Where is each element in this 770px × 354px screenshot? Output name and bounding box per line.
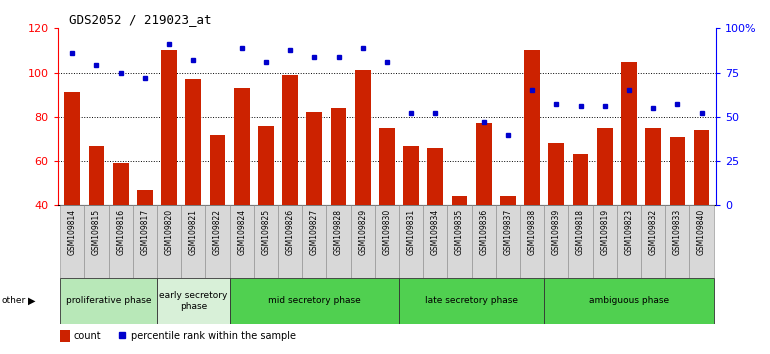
Bar: [302, 205, 326, 278]
Bar: [597, 128, 613, 205]
Bar: [424, 205, 447, 278]
Bar: [665, 205, 689, 278]
Bar: [573, 154, 588, 205]
Text: GSM109839: GSM109839: [552, 209, 561, 255]
Bar: [447, 205, 472, 278]
Bar: [476, 124, 491, 205]
Bar: [641, 205, 665, 278]
Text: GSM109823: GSM109823: [624, 209, 634, 255]
Text: late secretory phase: late secretory phase: [425, 296, 518, 306]
Text: GSM109824: GSM109824: [237, 209, 246, 255]
Bar: [60, 278, 157, 324]
Text: GSM109835: GSM109835: [455, 209, 464, 255]
Text: GSM109828: GSM109828: [334, 209, 343, 255]
Bar: [113, 163, 129, 205]
Text: GSM109819: GSM109819: [601, 209, 609, 255]
Bar: [524, 51, 540, 205]
Text: GSM109826: GSM109826: [286, 209, 295, 255]
Text: percentile rank within the sample: percentile rank within the sample: [130, 331, 296, 341]
Bar: [229, 278, 399, 324]
Text: GSM109834: GSM109834: [431, 209, 440, 255]
Text: GSM109815: GSM109815: [92, 209, 101, 255]
Bar: [283, 75, 298, 205]
Bar: [157, 278, 229, 324]
Bar: [399, 205, 424, 278]
Text: GSM109816: GSM109816: [116, 209, 126, 255]
Bar: [694, 130, 709, 205]
Bar: [60, 330, 70, 342]
Text: GDS2052 / 219023_at: GDS2052 / 219023_at: [69, 13, 212, 26]
Text: GSM109817: GSM109817: [140, 209, 149, 255]
Bar: [234, 88, 249, 205]
Bar: [669, 137, 685, 205]
Bar: [85, 205, 109, 278]
Bar: [60, 205, 85, 278]
Text: GSM109840: GSM109840: [697, 209, 706, 255]
Text: GSM109830: GSM109830: [383, 209, 391, 255]
Bar: [355, 70, 370, 205]
Bar: [330, 108, 346, 205]
Text: proliferative phase: proliferative phase: [65, 296, 152, 306]
Bar: [229, 205, 254, 278]
Bar: [617, 205, 641, 278]
Text: GSM109831: GSM109831: [407, 209, 416, 255]
Bar: [593, 205, 617, 278]
Bar: [326, 205, 350, 278]
Bar: [157, 205, 181, 278]
Text: GSM109821: GSM109821: [189, 209, 198, 255]
Bar: [548, 143, 564, 205]
Text: GSM109832: GSM109832: [648, 209, 658, 255]
Bar: [109, 205, 132, 278]
Text: GSM109820: GSM109820: [165, 209, 173, 255]
Bar: [496, 205, 520, 278]
Text: mid secretory phase: mid secretory phase: [268, 296, 360, 306]
Bar: [544, 205, 568, 278]
Text: GSM109836: GSM109836: [479, 209, 488, 255]
Text: GSM109822: GSM109822: [213, 209, 222, 255]
Text: GSM109825: GSM109825: [261, 209, 270, 255]
Text: GSM109837: GSM109837: [504, 209, 513, 255]
Bar: [427, 148, 444, 205]
Bar: [161, 51, 177, 205]
Bar: [568, 205, 593, 278]
Bar: [206, 205, 229, 278]
Bar: [403, 145, 419, 205]
Bar: [500, 196, 516, 205]
Text: GSM109818: GSM109818: [576, 209, 585, 255]
Text: ambiguous phase: ambiguous phase: [589, 296, 669, 306]
Bar: [645, 128, 661, 205]
Text: GSM109814: GSM109814: [68, 209, 77, 255]
Text: count: count: [74, 331, 102, 341]
Bar: [520, 205, 544, 278]
Bar: [452, 196, 467, 205]
Bar: [186, 79, 201, 205]
Bar: [137, 190, 152, 205]
Bar: [89, 145, 105, 205]
Text: GSM109833: GSM109833: [673, 209, 682, 255]
Bar: [472, 205, 496, 278]
Bar: [379, 128, 395, 205]
Text: ▶: ▶: [28, 296, 35, 306]
Bar: [209, 135, 226, 205]
Bar: [375, 205, 399, 278]
Bar: [306, 113, 322, 205]
Bar: [132, 205, 157, 278]
Bar: [258, 126, 274, 205]
Bar: [621, 62, 637, 205]
Bar: [181, 205, 206, 278]
Bar: [278, 205, 302, 278]
Text: early secretory
phase: early secretory phase: [159, 291, 227, 310]
Text: GSM109838: GSM109838: [527, 209, 537, 255]
Bar: [254, 205, 278, 278]
Text: GSM109829: GSM109829: [358, 209, 367, 255]
Bar: [399, 278, 544, 324]
Bar: [350, 205, 375, 278]
Text: GSM109827: GSM109827: [310, 209, 319, 255]
Text: other: other: [2, 296, 25, 306]
Bar: [689, 205, 714, 278]
Bar: [544, 278, 714, 324]
Bar: [65, 92, 80, 205]
